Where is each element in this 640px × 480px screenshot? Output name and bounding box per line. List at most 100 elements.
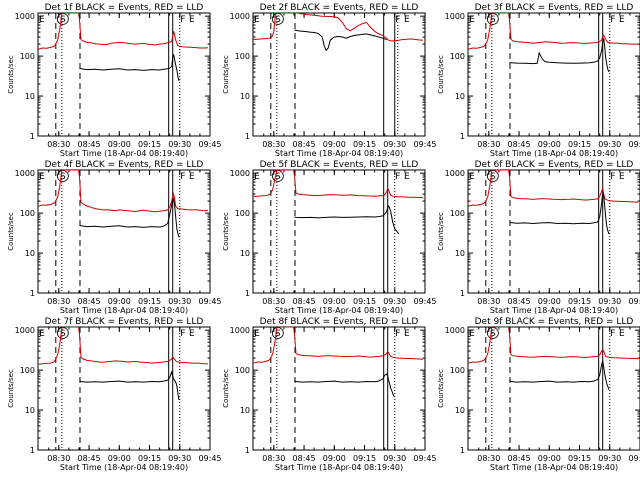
series-group — [468, 13, 639, 73]
y-tick-label: 100 — [20, 366, 35, 375]
x-tick-label: 09:15 — [353, 297, 376, 306]
x-tick-label: 08:45 — [78, 140, 101, 149]
y-tick-label: 10 — [25, 406, 35, 415]
y-axis-label: Counts/sec — [437, 369, 445, 408]
panel-det-4: Det 4f BLACK = Events, RED = LLD 1 10 100 10… — [7, 160, 222, 315]
x-tick-label: 09:00 — [538, 297, 561, 306]
x-tick-label: 08:30 — [262, 454, 285, 463]
x-tick-label: 09:30 — [598, 140, 621, 149]
y-tick-label: 100 — [450, 52, 465, 61]
panel-det-2: Det 2f BLACK = Events, RED = LLD 1 10 100 10… — [222, 3, 437, 158]
series-group — [38, 170, 209, 238]
x-tick-label: 08:30 — [262, 297, 285, 306]
panel-det-3: Det 3f BLACK = Events, RED = LLD 1 10 100 10… — [437, 3, 640, 158]
marker-label-f: F — [395, 15, 400, 25]
x-tick-label: 09:45 — [413, 454, 436, 463]
panel-det-9: Det 9f BLACK = Events, RED = LLD 1 10 100 10… — [437, 317, 640, 472]
series-line-events — [509, 38, 610, 73]
x-axis-label: Start Time (18-Apr-04 08:19:40) — [275, 149, 403, 158]
x-tick-label: 08:30 — [47, 140, 70, 149]
x-tick-label: 09:45 — [198, 454, 221, 463]
x-tick-label: 09:45 — [628, 140, 640, 149]
x-tick-label: 09:30 — [598, 297, 621, 306]
panel-det-6: Det 6f BLACK = Events, RED = LLD 1 10 100 10… — [437, 160, 640, 315]
x-axis-label: Start Time (18-Apr-04 08:19:40) — [490, 463, 618, 472]
series-line-lld — [468, 327, 639, 364]
y-tick-label: 1000 — [445, 12, 465, 21]
y-tick-label: 10 — [455, 406, 465, 415]
y-tick-label: 10 — [25, 249, 35, 258]
marker-label-s: S — [490, 172, 496, 182]
marker-label-e: E — [254, 329, 260, 339]
x-tick-label: 09:00 — [323, 297, 346, 306]
series-line-events — [79, 370, 180, 400]
marker-label-e: E — [469, 329, 475, 339]
y-tick-label: 100 — [235, 52, 250, 61]
x-tick-label: 09:30 — [168, 297, 191, 306]
marker-label-e: E — [404, 15, 410, 25]
series-group — [253, 327, 424, 397]
plot-frame — [37, 326, 211, 451]
x-tick-label: 09:15 — [138, 454, 161, 463]
series-line-events — [509, 192, 610, 235]
y-tick-label: 100 — [20, 52, 35, 61]
y-tick-label: 1 — [460, 132, 465, 141]
y-tick-label: 10 — [240, 249, 250, 258]
series-line-lld — [38, 327, 209, 365]
x-tick-label: 09:45 — [198, 297, 221, 306]
x-tick-label: 08:30 — [477, 297, 500, 306]
panel-det-5: Det 5f BLACK = Events, RED = LLD 1 10 100 10… — [222, 160, 437, 315]
panel-title: Det 5f BLACK = Events, RED = LLD — [260, 160, 419, 170]
series-line-lld — [253, 327, 424, 364]
marker-label-e: E — [404, 329, 410, 339]
marker-label-e: E — [39, 15, 45, 25]
x-tick-label: 08:30 — [477, 454, 500, 463]
y-tick-label: 100 — [450, 366, 465, 375]
y-tick-label: 10 — [240, 406, 250, 415]
y-tick-label: 100 — [20, 209, 35, 218]
y-axis-label: Counts/sec — [7, 212, 15, 251]
marker-label-e: E — [189, 15, 195, 25]
x-tick-label: 09:15 — [353, 454, 376, 463]
plot-frame — [252, 169, 426, 294]
series-line-events — [294, 373, 395, 397]
marker-label-s: S — [275, 15, 281, 25]
x-tick-label: 09:45 — [413, 140, 436, 149]
marker-label-f: F — [610, 329, 615, 339]
y-tick-label: 1000 — [230, 326, 250, 335]
y-axis-label: Counts/sec — [7, 369, 15, 408]
y-tick-label: 1 — [460, 446, 465, 455]
plot-frame — [252, 326, 426, 451]
y-tick-label: 1 — [245, 289, 250, 298]
marker-label-f: F — [610, 172, 615, 182]
series-line-lld — [253, 170, 424, 199]
x-axis-label: Start Time (18-Apr-04 08:19:40) — [490, 149, 618, 158]
y-tick-label: 1000 — [230, 169, 250, 178]
y-tick-label: 1000 — [15, 326, 35, 335]
marker-label-e: E — [404, 172, 410, 182]
x-tick-label: 09:00 — [323, 140, 346, 149]
x-tick-label: 09:00 — [108, 454, 131, 463]
y-tick-label: 1 — [30, 132, 35, 141]
x-axis-label: Start Time (18-Apr-04 08:19:40) — [275, 463, 403, 472]
marker-label-f: F — [395, 329, 400, 339]
marker-label-e: E — [189, 172, 195, 182]
panel-title: Det 8f BLACK = Events, RED = LLD — [260, 317, 419, 327]
panel-title: Det 7f BLACK = Events, RED = LLD — [45, 317, 204, 327]
x-axis-label: Start Time (18-Apr-04 08:19:40) — [490, 306, 618, 315]
plot-frame — [467, 169, 640, 294]
series-line-events — [294, 205, 400, 235]
series-line-events — [509, 360, 610, 391]
y-tick-label: 10 — [240, 92, 250, 101]
x-tick-label: 09:30 — [383, 140, 406, 149]
series-line-lld — [38, 170, 209, 213]
y-tick-label: 1000 — [15, 169, 35, 178]
marker-label-e: E — [254, 15, 260, 25]
x-tick-label: 08:30 — [47, 297, 70, 306]
series-group — [38, 13, 209, 82]
x-axis-label: Start Time (18-Apr-04 08:19:40) — [60, 149, 188, 158]
marker-label-e: E — [469, 172, 475, 182]
panel-title: Det 1f BLACK = Events, RED = LLD — [45, 3, 204, 13]
y-axis-label: Counts/sec — [437, 55, 445, 94]
y-tick-label: 10 — [455, 249, 465, 258]
